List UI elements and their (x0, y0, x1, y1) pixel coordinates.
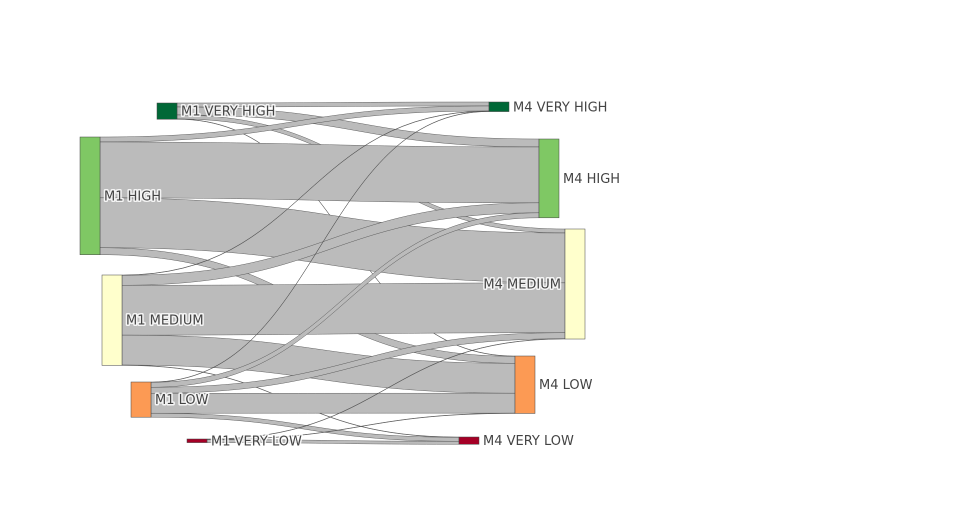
node-label-m1-very-high: M1 VERY HIGH (181, 105, 275, 120)
node-m1-medium[interactable] (101, 274, 123, 366)
node-label-halo: M1 VERY LOW (211, 434, 302, 449)
node-m4-very-high[interactable] (488, 101, 510, 112)
node-m4-high[interactable] (538, 138, 560, 219)
node-label-m4-high: M4 HIGH (563, 172, 620, 187)
node-m1-very-high[interactable] (156, 102, 178, 120)
link-m1-high-to-m4-high[interactable] (99, 141, 540, 204)
node-label-halo: M4 LOW (539, 378, 593, 393)
node-label-halo: M1 MEDIUM (126, 314, 204, 329)
node-m4-medium[interactable] (564, 228, 586, 340)
node-label-halo: M4 HIGH (563, 172, 620, 187)
node-label-halo: M1 HIGH (104, 189, 161, 204)
node-label-m4-low: M4 LOW (539, 378, 593, 393)
node-label-halo: M1 LOW (155, 393, 209, 408)
node-label-m1-very-low: M1 VERY LOW (211, 434, 302, 449)
node-label-halo: M1 VERY HIGH (181, 105, 275, 120)
node-m1-low[interactable] (130, 381, 152, 418)
node-label-m4-very-high: M4 VERY HIGH (513, 100, 607, 115)
node-label-m4-very-low: M4 VERY LOW (483, 434, 574, 449)
node-m1-very-low[interactable] (186, 438, 208, 443)
link-m1-low-to-m4-very-low[interactable] (150, 412, 460, 442)
nodes-layer (79, 101, 586, 445)
node-label-m1-low: M1 LOW (155, 393, 209, 408)
node-label-halo: M4 VERY LOW (483, 434, 574, 449)
node-m4-low[interactable] (514, 355, 536, 414)
node-label-halo: M4 VERY HIGH (513, 100, 607, 115)
node-m4-very-low[interactable] (458, 436, 480, 445)
node-m1-high[interactable] (79, 136, 101, 255)
node-label-m4-medium: M4 MEDIUM (483, 278, 561, 293)
node-label-halo: M4 MEDIUM (483, 278, 561, 293)
node-label-m1-medium: M1 MEDIUM (126, 314, 204, 329)
node-label-m1-high: M1 HIGH (104, 189, 161, 204)
